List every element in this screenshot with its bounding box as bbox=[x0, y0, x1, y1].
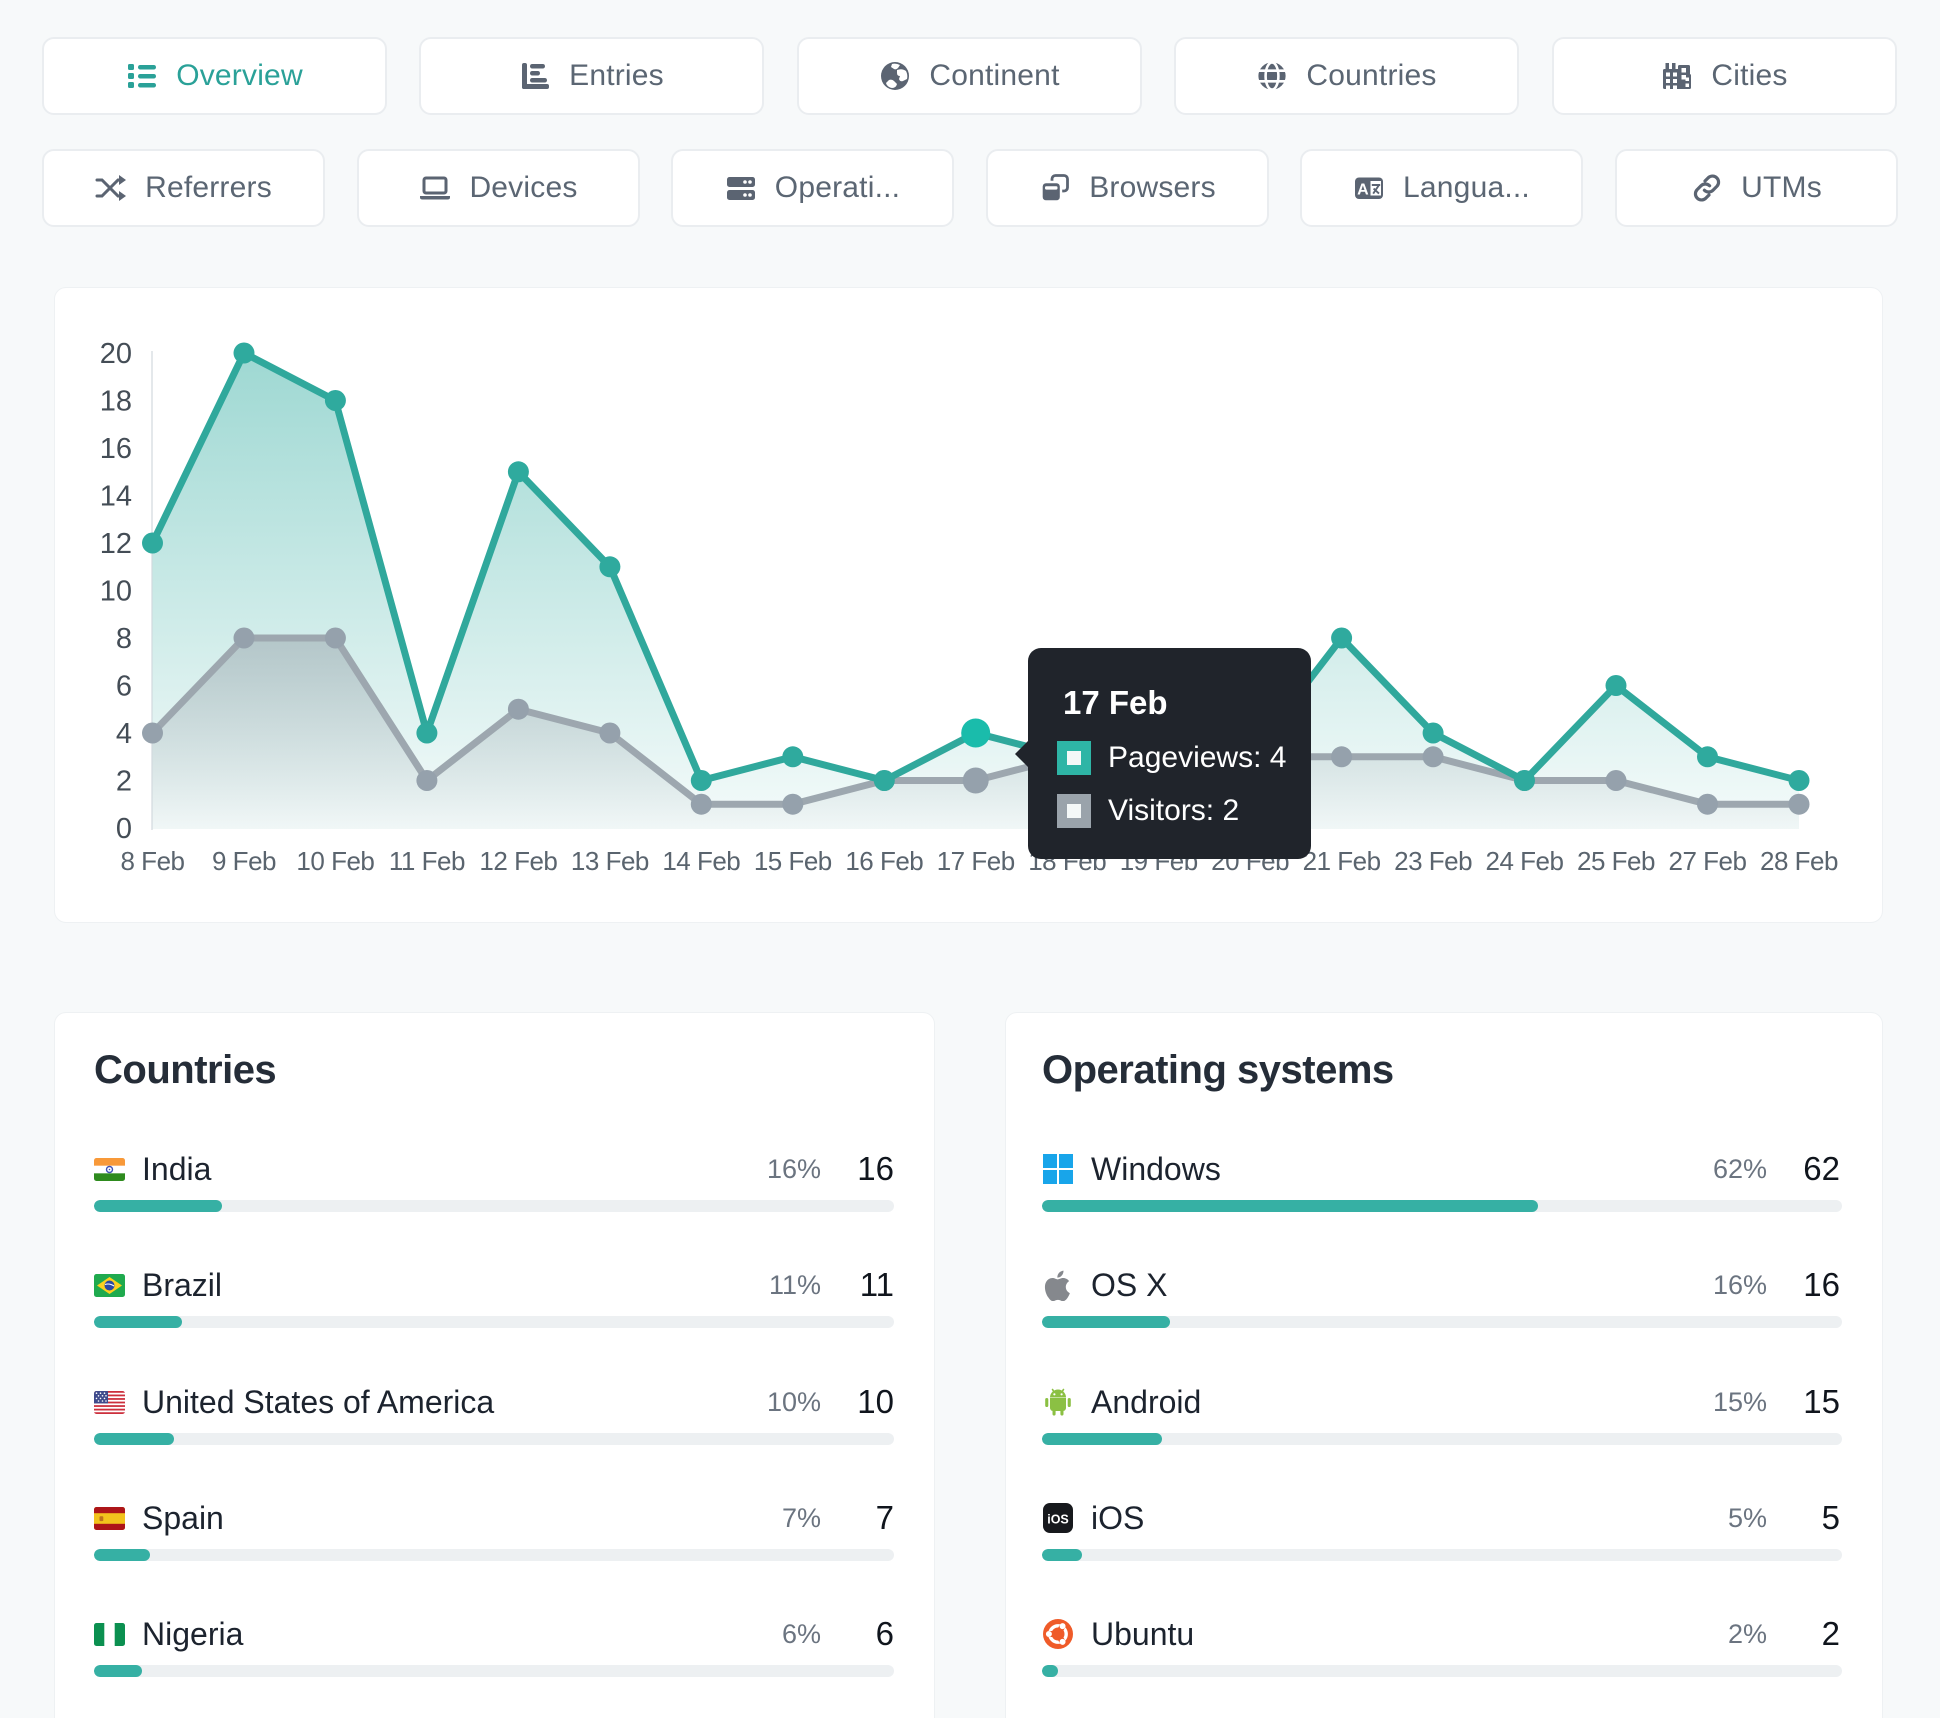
svg-text:10: 10 bbox=[100, 576, 132, 608]
svg-text:8 Feb: 8 Feb bbox=[121, 846, 185, 876]
svg-text:10 Feb: 10 Feb bbox=[296, 846, 374, 876]
svg-text:21 Feb: 21 Feb bbox=[1303, 846, 1381, 876]
svg-text:13 Feb: 13 Feb bbox=[571, 846, 649, 876]
svg-text:16: 16 bbox=[100, 433, 132, 465]
svg-text:16 Feb: 16 Feb bbox=[845, 846, 923, 876]
svg-text:0: 0 bbox=[116, 813, 132, 845]
svg-text:14: 14 bbox=[100, 481, 132, 513]
svg-text:18: 18 bbox=[100, 386, 132, 418]
svg-text:12 Feb: 12 Feb bbox=[479, 846, 557, 876]
svg-text:24 Feb: 24 Feb bbox=[1486, 846, 1564, 876]
svg-text:25 Feb: 25 Feb bbox=[1577, 846, 1655, 876]
svg-text:9 Feb: 9 Feb bbox=[212, 846, 276, 876]
svg-text:14 Feb: 14 Feb bbox=[662, 846, 740, 876]
svg-text:8: 8 bbox=[116, 623, 132, 655]
svg-text:2: 2 bbox=[116, 766, 132, 798]
svg-text:4: 4 bbox=[116, 718, 132, 750]
svg-text:23 Feb: 23 Feb bbox=[1394, 846, 1472, 876]
svg-text:17 Feb: 17 Feb bbox=[937, 846, 1015, 876]
svg-text:15 Feb: 15 Feb bbox=[754, 846, 832, 876]
svg-text:A: A bbox=[1357, 182, 1369, 199]
svg-text:28 Feb: 28 Feb bbox=[1760, 846, 1838, 876]
svg-text:20: 20 bbox=[100, 338, 132, 370]
svg-text:12: 12 bbox=[100, 528, 132, 560]
svg-text:27 Feb: 27 Feb bbox=[1669, 846, 1747, 876]
svg-text:6: 6 bbox=[116, 671, 132, 703]
svg-text:iOS: iOS bbox=[1047, 1513, 1069, 1527]
svg-text:11 Feb: 11 Feb bbox=[389, 846, 465, 876]
